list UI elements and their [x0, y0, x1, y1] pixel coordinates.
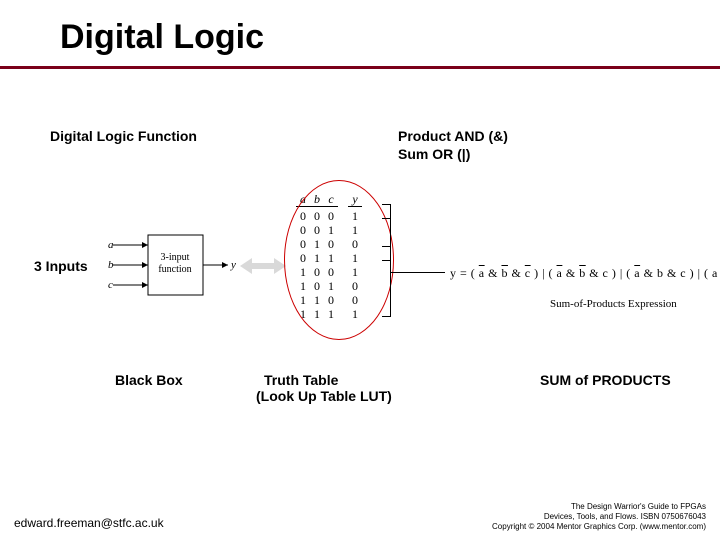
title-rule [0, 66, 720, 69]
attribution-line-1: The Design Warrior's Guide to FPGAs [492, 502, 706, 512]
svg-text:c: c [108, 279, 113, 291]
svg-text:b: b [108, 259, 114, 271]
label-product-and: Product AND (&) [398, 128, 508, 144]
label-black-box: Black Box [115, 372, 183, 388]
label-truth-table-1: Truth Table [264, 372, 338, 388]
attribution: The Design Warrior's Guide to FPGAs Devi… [492, 502, 706, 532]
label-digital-logic-function: Digital Logic Function [50, 128, 197, 144]
double-arrow-icon [240, 255, 286, 277]
attribution-line-2: Devices, Tools, and Flows. ISBN 07506760… [492, 512, 706, 522]
slide: Digital Logic Digital Logic Function Pro… [0, 0, 720, 540]
label-sum-of-products: SUM of PRODUCTS [540, 372, 671, 388]
sop-expression: y = ( a & b & c ) | ( a & b & c ) | ( a … [450, 266, 720, 281]
attribution-line-3: Copyright © 2004 Mentor Graphics Corp. (… [492, 522, 706, 532]
svg-text:function: function [158, 264, 191, 275]
highlight-oval [284, 180, 394, 340]
presenter-email: edward.freeman@stfc.ac.uk [14, 516, 164, 530]
svg-text:a: a [108, 239, 114, 251]
label-sum-or: Sum OR (|) [398, 146, 470, 162]
sop-caption: Sum-of-Products Expression [550, 298, 677, 310]
label-truth-table-2: (Look Up Table LUT) [256, 388, 392, 404]
label-three-inputs: 3 Inputs [34, 258, 88, 274]
svg-text:3-input: 3-input [161, 252, 190, 263]
slide-title: Digital Logic [60, 18, 264, 57]
svg-text:y: y [230, 259, 236, 271]
black-box-diagram: abc 3-inputfunction y [108, 230, 238, 300]
